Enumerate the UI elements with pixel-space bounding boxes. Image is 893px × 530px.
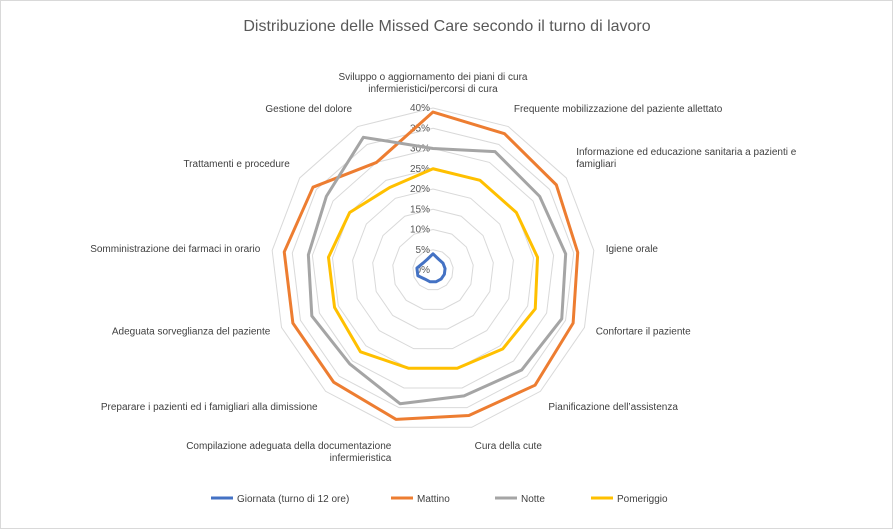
series-line [415,252,447,284]
radial-axis-ticks: 0% 5% 10% 15% 20% 25% 30% 35% 40% [410,103,430,276]
series-lines [282,110,580,421]
tick-label: 0% [416,265,431,276]
category-label: Confortare il paziente [596,327,691,338]
chart-title: Distribuzione delle Missed Care secondo … [243,18,650,35]
category-label: Pianificazione dell’assistenza [548,402,678,413]
tick-label: 35% [410,123,430,134]
series-line [326,167,540,370]
grid-ring [291,127,575,409]
category-label: Informazione ed educazione sanitaria a p… [576,147,797,170]
legend-label: Mattino [417,494,450,505]
category-label: Compilazione adeguata della documentazio… [186,441,392,464]
radar-grid [271,107,595,428]
category-labels: Sviluppo o aggiornamento dei piani di cu… [90,72,797,464]
legend-label: Pomeriggio [617,494,668,505]
tick-label: 40% [410,103,430,114]
tick-label: 20% [410,184,430,195]
tick-label: 25% [410,164,430,175]
legend: Giornata (turno di 12 ore) Mattino Notte Po… [211,494,668,505]
legend-label: Notte [521,494,545,505]
category-label: Cura della cute [475,441,543,452]
grid-ring [311,147,555,389]
series-line [282,110,580,421]
category-label: Adeguata sorveglianza del paziente [112,327,271,338]
legend-label: Giornata (turno di 12 ore) [237,494,349,505]
tick-label: 15% [410,204,430,215]
category-label: Sviluppo o aggiornamento dei piani di cu… [338,72,527,95]
tick-label: 30% [410,144,430,155]
grid-ring [372,208,494,330]
category-label: Somministrazione dei farmaci in orario [90,244,261,255]
tick-label: 5% [416,245,431,256]
tick-label: 10% [410,225,430,236]
category-label: Gestione del dolore [265,104,352,115]
series-line [306,135,568,406]
category-label: Frequente mobilizzazione del paziente al… [514,104,723,115]
grid-ring [271,107,595,428]
grid-ring [331,168,535,369]
category-label: Igiene orale [606,244,659,255]
category-label: Trattamenti e procedure [183,159,290,170]
grid-ring [352,188,514,350]
grid-ring [392,228,474,310]
category-label: Preparare i pazienti ed i famigliari all… [101,402,318,413]
grid-ring [412,249,454,291]
